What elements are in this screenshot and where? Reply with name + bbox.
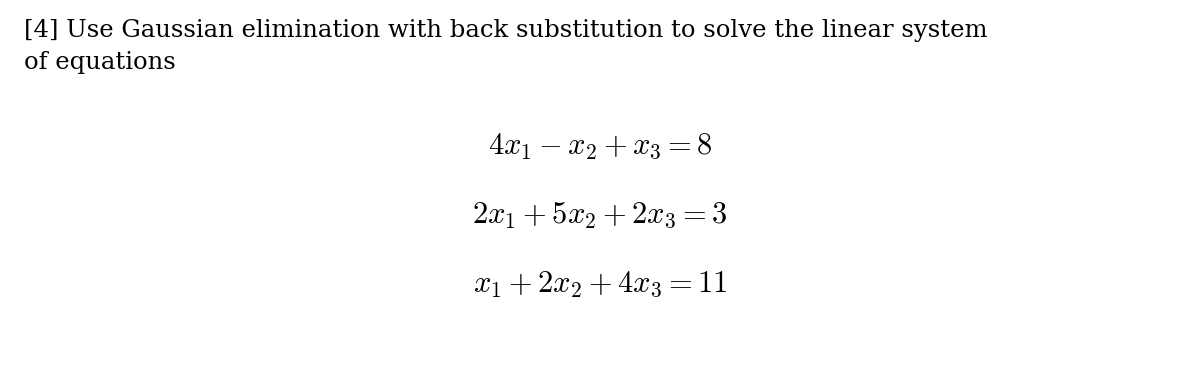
Text: $4x_1 - x_2 + x_3 = 8$: $4x_1 - x_2 + x_3 = 8$ <box>487 131 713 161</box>
Text: [4] Use Gaussian elimination with back substitution to solve the linear system
o: [4] Use Gaussian elimination with back s… <box>24 19 988 74</box>
Text: $x_1 + 2x_2 + 4x_3 = 11$: $x_1 + 2x_2 + 4x_3 = 11$ <box>473 270 727 299</box>
Text: $2x_1 + 5x_2 + 2x_3 = 3$: $2x_1 + 5x_2 + 2x_3 = 3$ <box>473 200 727 230</box>
